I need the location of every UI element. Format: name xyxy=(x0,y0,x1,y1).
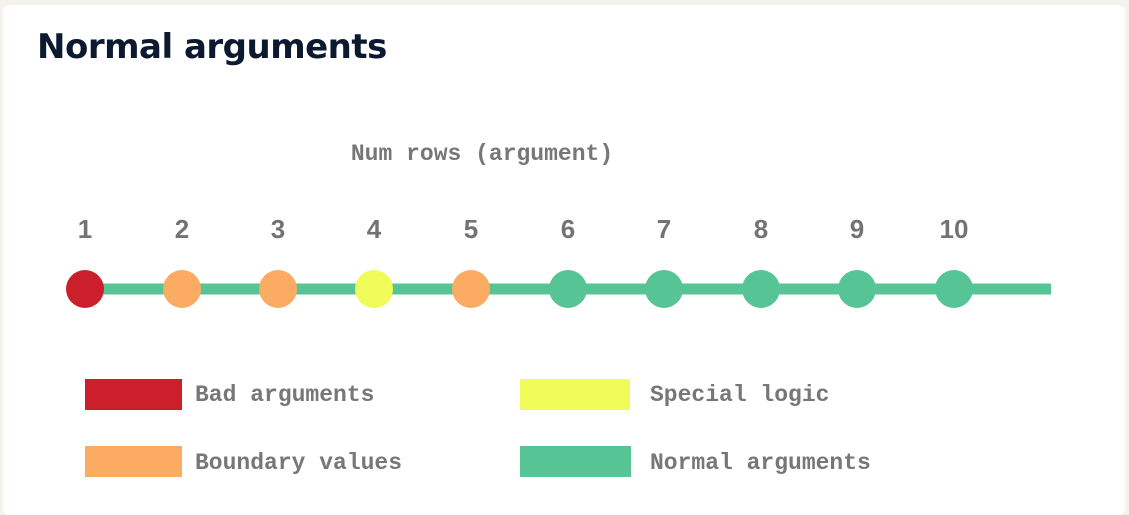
point-3 xyxy=(259,270,297,308)
legend: Bad arguments Special logic Boundary val… xyxy=(85,379,871,477)
legend-item-bad: Bad arguments xyxy=(85,379,374,410)
points-layer: 1 2 3 4 5 6 7 8 9 10 xyxy=(66,214,973,308)
point-label-10: 10 xyxy=(940,214,969,244)
legend-label-boundary: Boundary values xyxy=(195,450,402,476)
point-label-1: 1 xyxy=(78,214,92,244)
point-2 xyxy=(163,270,201,308)
legend-swatch-bad xyxy=(85,379,182,410)
point-label-5: 5 xyxy=(464,214,478,244)
point-9 xyxy=(838,270,876,308)
legend-label-special: Special logic xyxy=(650,382,829,408)
point-1 xyxy=(66,270,104,308)
point-7 xyxy=(645,270,683,308)
point-8 xyxy=(742,270,780,308)
axis-label: Num rows (argument) xyxy=(351,141,613,167)
point-5 xyxy=(452,270,490,308)
point-label-9: 9 xyxy=(850,214,864,244)
point-4 xyxy=(355,270,393,308)
point-label-7: 7 xyxy=(657,214,671,244)
point-label-6: 6 xyxy=(561,214,575,244)
legend-swatch-boundary xyxy=(85,446,182,477)
legend-item-boundary: Boundary values xyxy=(85,446,402,477)
legend-swatch-normal xyxy=(520,446,631,477)
legend-item-special: Special logic xyxy=(520,379,829,410)
point-label-3: 3 xyxy=(271,214,285,244)
legend-label-normal: Normal arguments xyxy=(650,450,871,476)
legend-swatch-special xyxy=(520,379,630,410)
page-title: Normal arguments xyxy=(37,27,387,67)
legend-item-normal: Normal arguments xyxy=(520,446,871,477)
point-label-2: 2 xyxy=(175,214,189,244)
diagram-card xyxy=(3,5,1125,515)
point-6 xyxy=(549,270,587,308)
point-10 xyxy=(935,270,973,308)
point-label-8: 8 xyxy=(754,214,768,244)
point-label-4: 4 xyxy=(367,214,382,244)
legend-label-bad: Bad arguments xyxy=(195,382,374,408)
